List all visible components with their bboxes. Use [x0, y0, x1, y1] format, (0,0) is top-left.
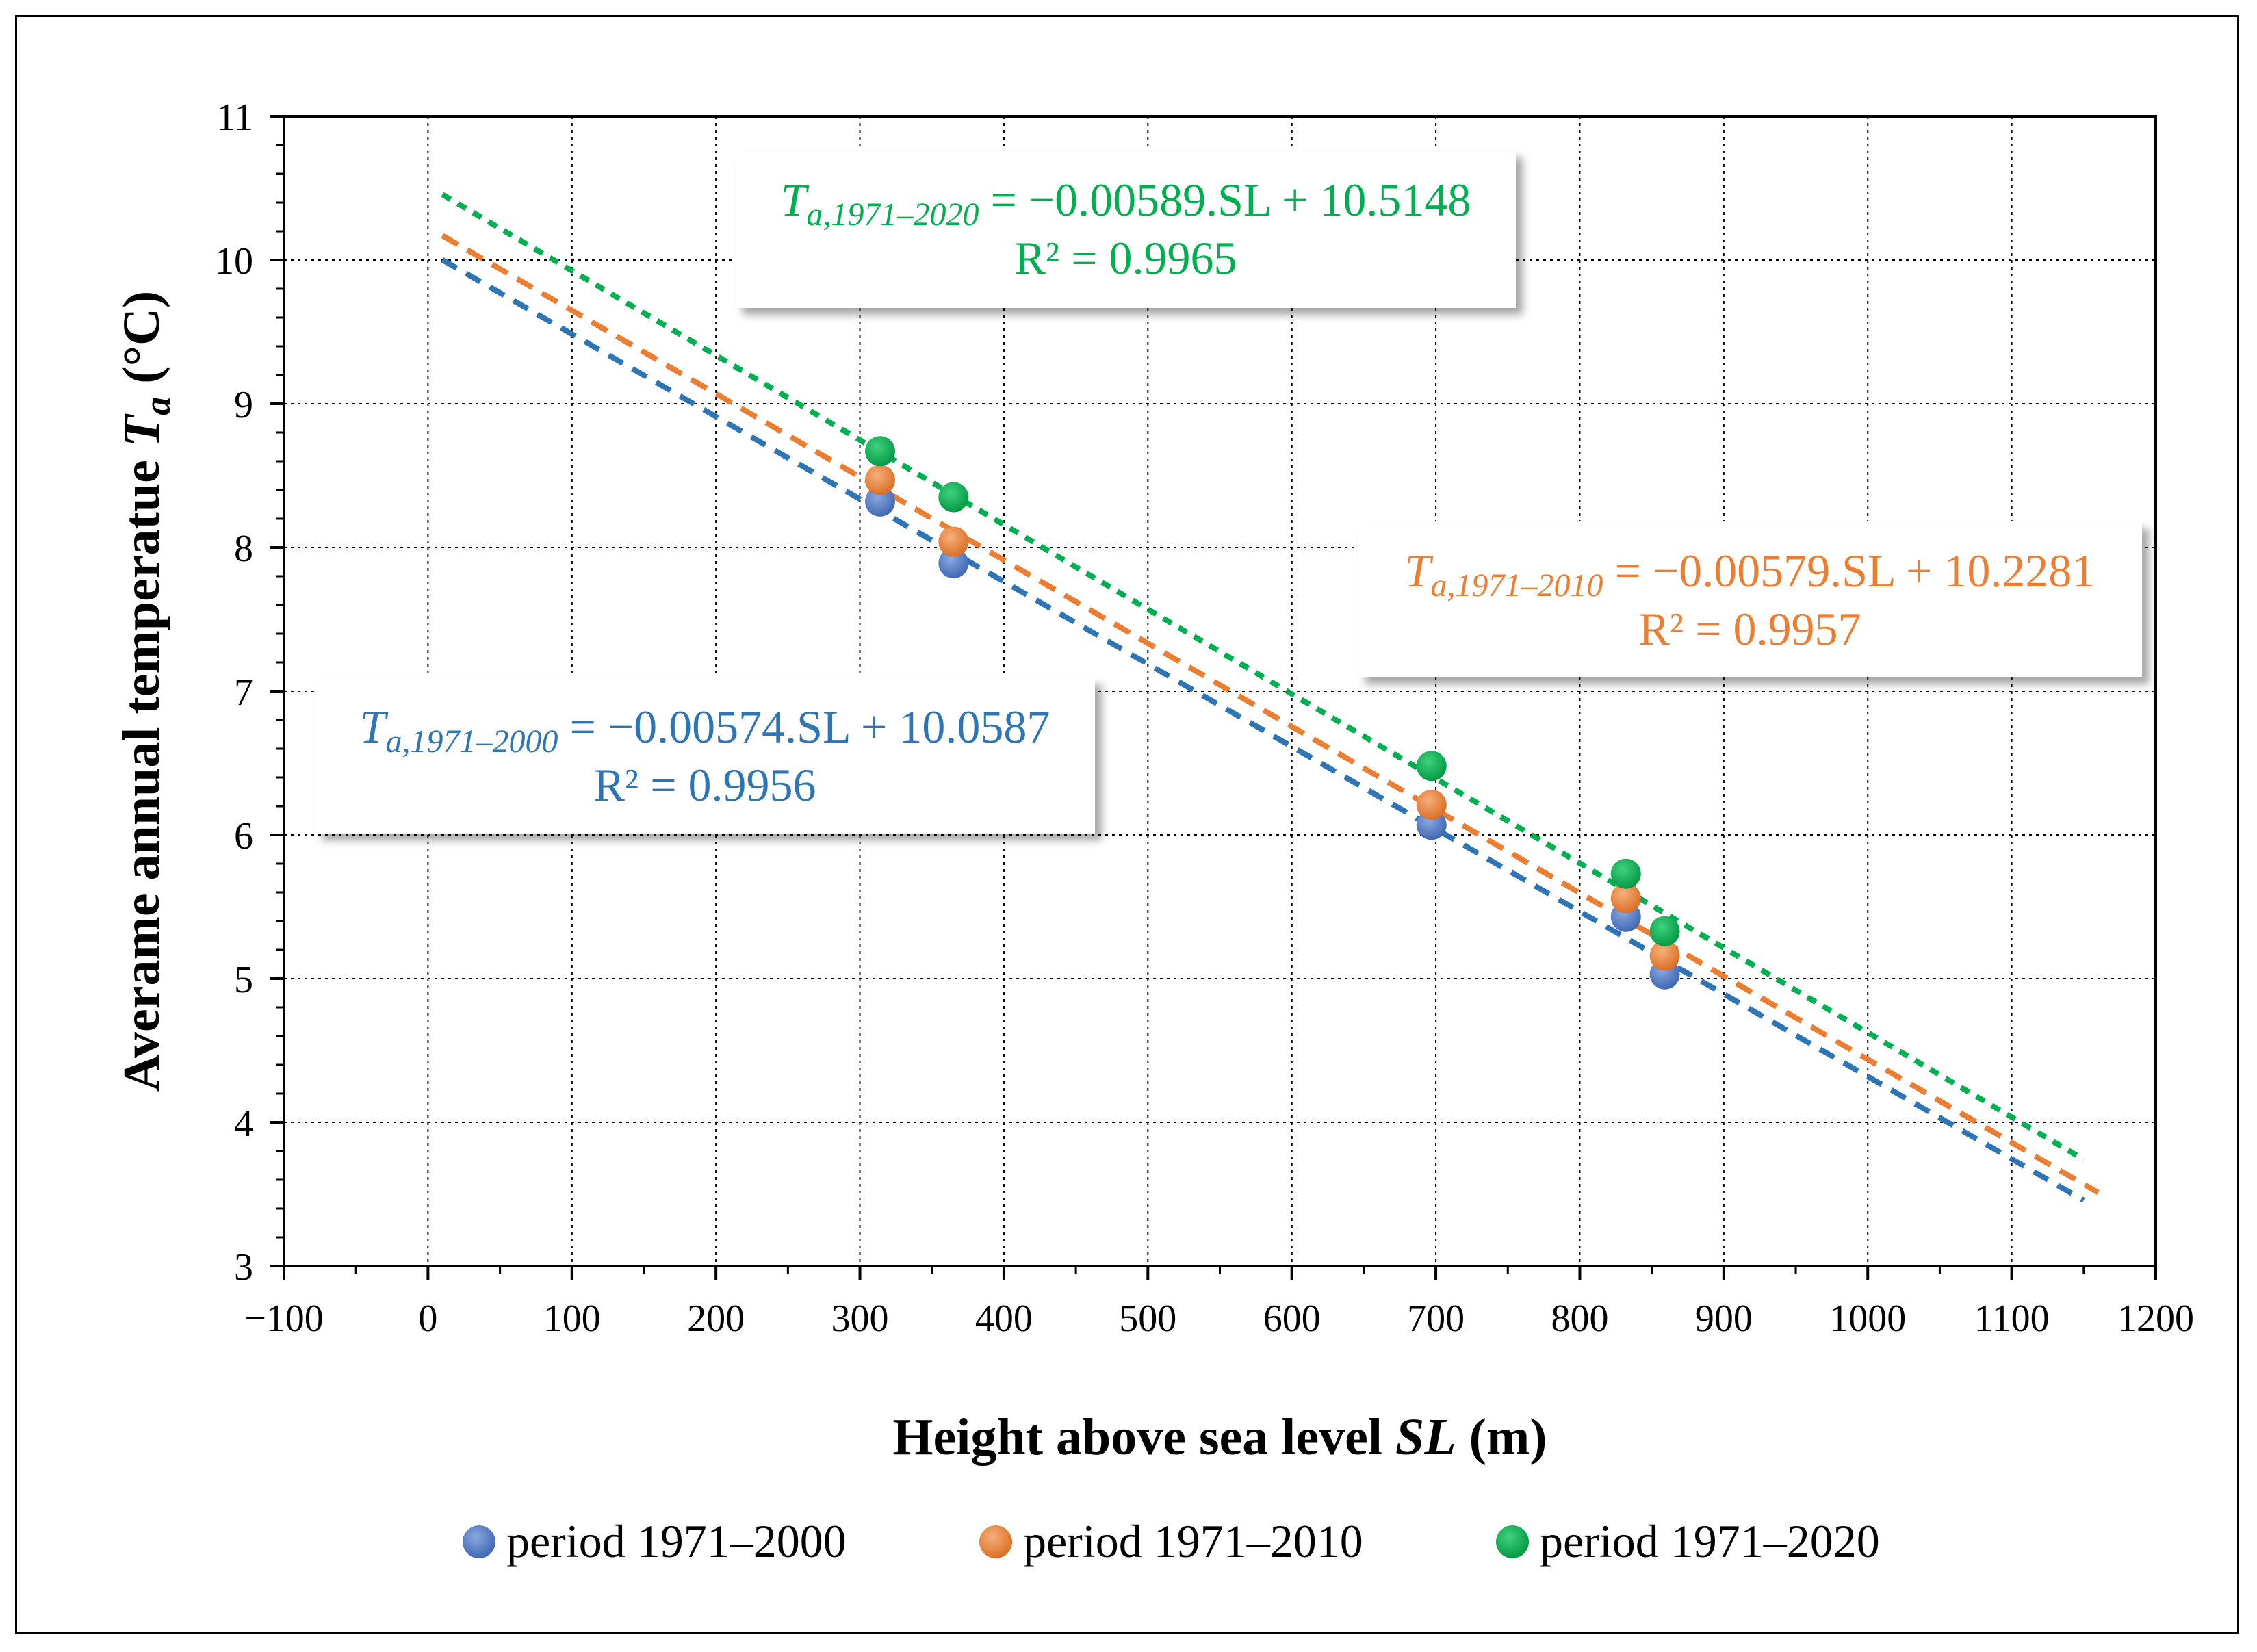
y-tick-label: 8 [234, 528, 253, 570]
y-tick-label: 10 [215, 240, 253, 283]
x-tick-label: 600 [1263, 1298, 1321, 1340]
y-tick-label: 6 [234, 815, 253, 857]
x-tick-label: 500 [1119, 1298, 1176, 1340]
x-axis-title-main: Height above sea level [892, 1408, 1395, 1466]
x-tick-label: 700 [1407, 1298, 1465, 1340]
equation-variable: T [1405, 545, 1434, 597]
equation-formula: = −0.00579.SL + 10.2281 [1603, 545, 2095, 597]
x-axis-title: Height above sea level SL (m) [892, 1408, 1547, 1466]
data-point-series-2 [938, 526, 969, 557]
data-point-series-2 [1649, 940, 1680, 971]
axis-titles: Height above sea level SL (m) Averame ann… [113, 291, 1547, 1466]
equation-box [1358, 521, 2142, 677]
data-point-series-3 [864, 436, 895, 467]
legend-label: period 1971–2010 [1023, 1515, 1363, 1567]
equation-box [315, 677, 1095, 834]
r-squared-text: R² = 0.9956 [593, 759, 816, 811]
r-squared-text: R² = 0.9957 [1638, 603, 1861, 655]
data-point-series-2 [1416, 789, 1447, 820]
x-tick-label: 1200 [2117, 1298, 2194, 1340]
y-tick-label: 11 [216, 96, 253, 139]
data-point-series-1 [938, 548, 969, 579]
y-tick-label: 7 [234, 671, 253, 714]
y-axis-title: Averame annual temperatue Ta (°C) [113, 291, 178, 1092]
y-axis-title-unit: (°C) [113, 291, 170, 397]
x-tick-label: −100 [244, 1298, 324, 1340]
y-tick-label: 9 [234, 384, 253, 426]
legend-marker [979, 1525, 1012, 1558]
trendlines [441, 192, 2100, 1203]
trendline-1 [441, 257, 2085, 1203]
data-point-series-2 [864, 465, 895, 495]
y-axis-title-variable: T [113, 413, 170, 447]
equation-subscript: a,1971–2020 [806, 196, 979, 233]
equation-subscript: a,1971–2010 [1430, 567, 1603, 604]
x-tick-label: 900 [1695, 1298, 1753, 1340]
x-tick-label: 1000 [1829, 1298, 1906, 1340]
legend-label: period 1971–2000 [506, 1515, 847, 1567]
axes: −100 0 100 200 300 400 500 600 700 800 900 1000 1100… [215, 96, 2194, 1340]
y-tick-label: 4 [234, 1102, 253, 1145]
y-tick-label: 5 [234, 959, 253, 1001]
equation-box [736, 151, 1516, 308]
legend-item-2: period 1971–2010 [979, 1515, 1363, 1567]
equation-text: Ta,1971–2010 = −0.00579.SL + 10.2281 [1405, 545, 2095, 604]
equation-text: Ta,1971–2000 = −0.00574.SL + 10.0587 [360, 701, 1050, 760]
equation-formula: = −0.00574.SL + 10.0587 [558, 701, 1050, 753]
data-points [864, 436, 1680, 990]
r-squared-text: R² = 0.9965 [1014, 232, 1237, 284]
legend-label: period 1971–2020 [1540, 1515, 1880, 1567]
x-axis-title-unit: (m) [1456, 1408, 1547, 1466]
equation-formula: = −0.00589.SL + 10.5148 [979, 174, 1471, 226]
equation-text: Ta,1971–2020 = −0.00589.SL + 10.5148 [781, 174, 1471, 233]
data-point-series-3 [1649, 916, 1680, 946]
data-point-series-3 [938, 482, 969, 513]
x-tick-label: 100 [543, 1298, 601, 1340]
x-tick-label: 1100 [1974, 1298, 2050, 1340]
x-tick-label: 0 [418, 1298, 437, 1340]
data-point-series-3 [1610, 858, 1641, 889]
legend-marker [1496, 1525, 1529, 1558]
x-tick-label: 200 [687, 1298, 745, 1340]
y-axis-title-subscript: a [137, 397, 178, 415]
equation-variable: T [781, 174, 810, 226]
data-point-series-1 [864, 486, 895, 517]
legend-marker [463, 1525, 495, 1558]
legend-item-1: period 1971–2000 [463, 1515, 847, 1567]
trendline-3 [441, 192, 2085, 1162]
data-point-series-2 [1610, 883, 1641, 914]
x-tick-label: 400 [975, 1298, 1033, 1340]
y-tick-label: 3 [234, 1246, 253, 1289]
legend-item-3: period 1971–2020 [1496, 1515, 1880, 1567]
equation-variable: T [360, 701, 389, 753]
legend: period 1971–2000 period 1971–2010 period 1… [463, 1515, 1880, 1567]
equation-subscript: a,1971–2000 [385, 723, 558, 760]
data-point-series-3 [1416, 751, 1447, 782]
trendline-2 [441, 233, 2100, 1196]
x-tick-label: 800 [1551, 1298, 1608, 1340]
x-tick-label: 300 [831, 1298, 889, 1340]
x-axis-title-variable: SL [1395, 1408, 1456, 1466]
y-axis-title-main: Averame annual temperatue [113, 447, 170, 1092]
